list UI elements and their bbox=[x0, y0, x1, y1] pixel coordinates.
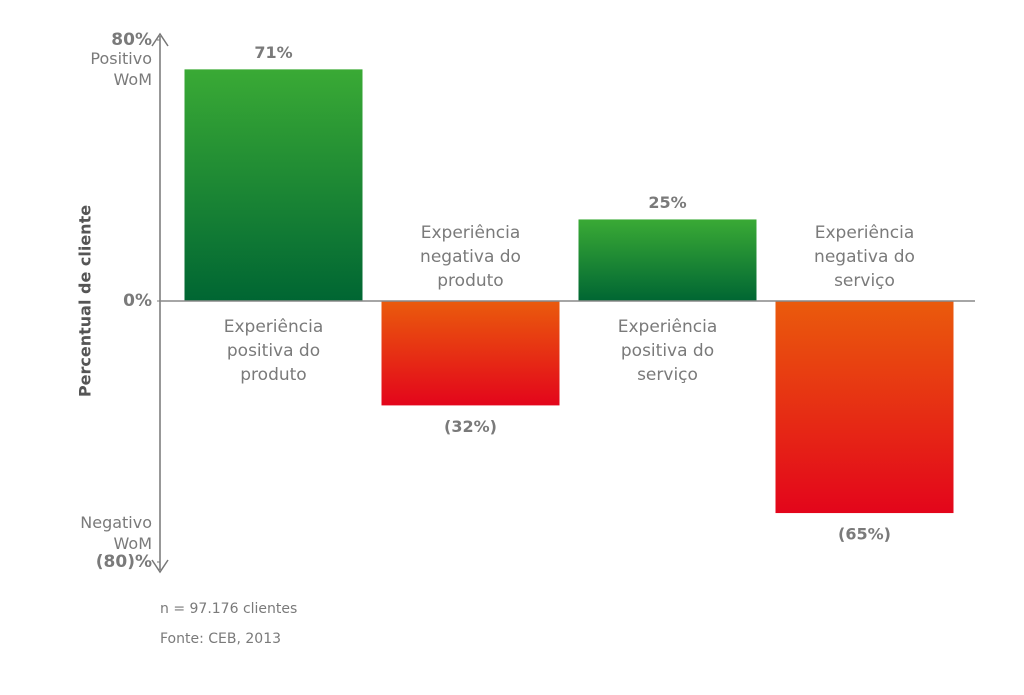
bar bbox=[184, 69, 363, 301]
y-tick-label: 0% bbox=[123, 291, 152, 311]
y-annotation: Negativo WoM bbox=[80, 513, 152, 553]
arrow-down bbox=[151, 559, 169, 574]
y-axis-label: Percentual de cliente bbox=[76, 205, 95, 397]
category-label: Experiência positiva do serviço bbox=[617, 317, 718, 385]
value-label: (32%) bbox=[444, 417, 497, 436]
y-annotation: Positivo WoM bbox=[90, 49, 152, 89]
category-label: Experiência negativa do produto bbox=[420, 223, 521, 291]
bar bbox=[578, 219, 757, 301]
note: n = 97.176 clientes bbox=[160, 601, 298, 617]
category-label: Experiência negativa do serviço bbox=[814, 223, 915, 291]
bar bbox=[775, 301, 954, 514]
y-tick-label: (80)% bbox=[96, 552, 152, 572]
value-label: (65%) bbox=[838, 525, 891, 544]
note: Fonte: CEB, 2013 bbox=[160, 631, 282, 647]
y-tick-label: 80% bbox=[111, 30, 152, 50]
value-label: 71% bbox=[254, 43, 292, 62]
value-label: 25% bbox=[648, 193, 686, 212]
arrow-up bbox=[151, 32, 169, 47]
bar bbox=[381, 301, 560, 406]
category-label: Experiência positiva do produto bbox=[223, 317, 324, 385]
